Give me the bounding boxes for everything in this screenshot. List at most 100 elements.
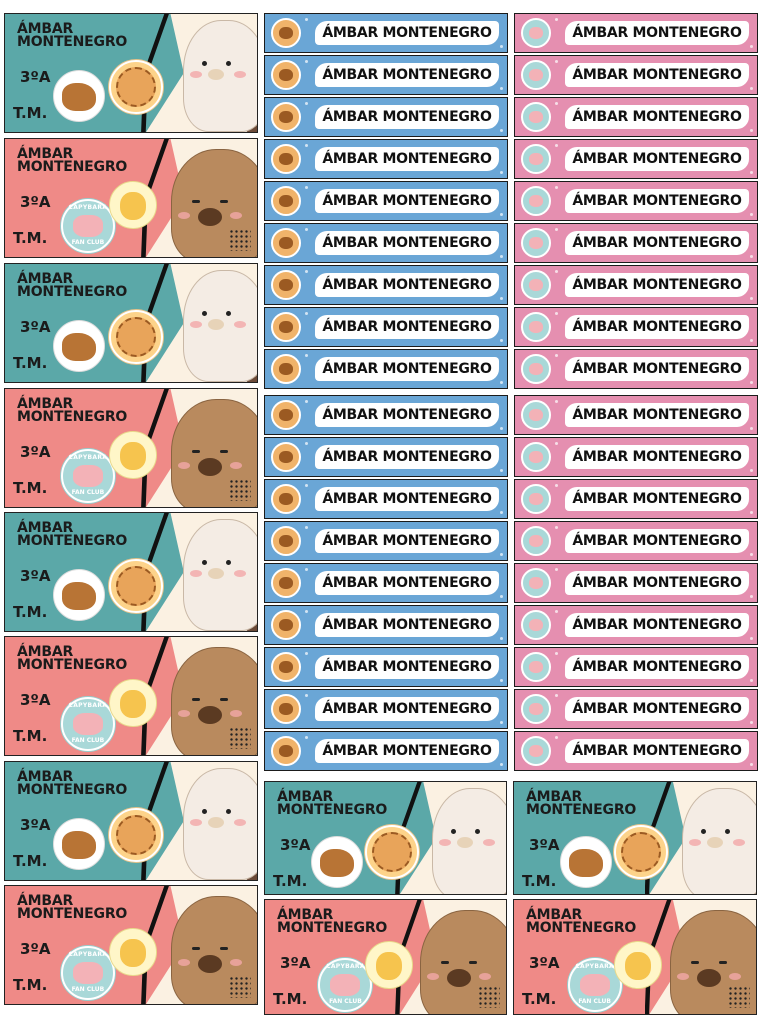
fan-club-badge-icon: CAPYBARA FAN CLUB	[60, 199, 115, 253]
student-name: ÁMBAR MONTENEGRO	[565, 231, 749, 255]
student-name: ÁMBAR MONTENEGRO	[565, 315, 749, 339]
student-name: ÁMBAR MONTENEGRO	[565, 697, 749, 721]
student-name: ÁMBAR MONTENEGRO	[565, 21, 749, 45]
student-name: ÁMBAR MONTENEGRO	[315, 315, 499, 339]
name-label-strip: ÁMBAR MONTENEGRO	[264, 349, 508, 389]
student-grade: 3ºA	[529, 836, 560, 854]
name-label-large: ÁMBAR MONTENEGRO 3ºA T.M. CAPYBARA FAN C…	[264, 899, 507, 1015]
name-label-strip: ÁMBAR MONTENEGRO	[264, 731, 508, 771]
student-name: ÁMBAR MONTENEGRO	[277, 789, 388, 818]
student-name: ÁMBAR MONTENEGRO	[277, 907, 388, 936]
name-label-strip: ÁMBAR MONTENEGRO	[514, 223, 758, 263]
student-grade: 3ºA	[20, 567, 51, 585]
capybara-icon	[271, 18, 301, 48]
name-label-strip: ÁMBAR MONTENEGRO	[514, 181, 758, 221]
name-label-strip: ÁMBAR MONTENEGRO	[264, 521, 508, 561]
dot-pattern	[229, 479, 251, 501]
student-name: ÁMBAR MONTENEGRO	[565, 357, 749, 381]
capybara-icon	[271, 144, 301, 174]
capybara-icon	[521, 312, 551, 342]
fan-club-badge-icon: CAPYBARA FAN CLUB	[60, 449, 115, 503]
student-name: ÁMBAR MONTENEGRO	[17, 146, 128, 175]
student-name: ÁMBAR MONTENEGRO	[315, 105, 499, 129]
student-name: ÁMBAR MONTENEGRO	[565, 63, 749, 87]
student-initials: T.M.	[13, 104, 48, 122]
student-initials: T.M.	[13, 603, 48, 621]
student-initials: T.M.	[13, 852, 48, 870]
capybara-icon	[271, 312, 301, 342]
student-name: ÁMBAR MONTENEGRO	[315, 739, 499, 763]
student-grade: 3ºA	[20, 691, 51, 709]
capybara-icon	[271, 400, 301, 430]
student-grade: 3ºA	[280, 954, 311, 972]
bear-icon	[183, 270, 257, 382]
student-initials: T.M.	[273, 990, 308, 1008]
name-label-strip: ÁMBAR MONTENEGRO	[514, 139, 758, 179]
name-label-strip: ÁMBAR MONTENEGRO	[264, 479, 508, 519]
student-name: ÁMBAR MONTENEGRO	[315, 21, 499, 45]
name-label-strip: ÁMBAR MONTENEGRO	[514, 731, 758, 771]
dot-pattern	[229, 229, 251, 251]
student-name: ÁMBAR MONTENEGRO	[565, 105, 749, 129]
capybara-icon	[53, 70, 106, 123]
name-label-strip: ÁMBAR MONTENEGRO	[264, 395, 508, 435]
dot-pattern	[229, 727, 251, 749]
fan-club-badge-icon: CAPYBARA FAN CLUB	[318, 958, 373, 1012]
name-label-large: ÁMBAR MONTENEGRO 3ºA T.M. CAPYBARA FAN C…	[4, 885, 258, 1005]
name-label-strip: ÁMBAR MONTENEGRO	[264, 605, 508, 645]
student-name: ÁMBAR MONTENEGRO	[315, 273, 499, 297]
name-label-strip: ÁMBAR MONTENEGRO	[514, 265, 758, 305]
student-name: ÁMBAR MONTENEGRO	[315, 529, 499, 553]
capybara-icon	[271, 270, 301, 300]
student-name: ÁMBAR MONTENEGRO	[315, 571, 499, 595]
capybara-group-icon	[109, 309, 164, 364]
name-label-strip: ÁMBAR MONTENEGRO	[264, 437, 508, 477]
student-name: ÁMBAR MONTENEGRO	[565, 403, 749, 427]
student-name: ÁMBAR MONTENEGRO	[17, 644, 128, 673]
name-label-large: ÁMBAR MONTENEGRO 3ºA T.M. CAPYBARA FAN C…	[4, 636, 258, 756]
bear-icon	[682, 788, 756, 894]
student-grade: 3ºA	[20, 68, 51, 86]
name-label-strip: ÁMBAR MONTENEGRO	[514, 97, 758, 137]
student-initials: T.M.	[13, 727, 48, 745]
student-name: ÁMBAR MONTENEGRO	[17, 893, 128, 922]
capybara-icon	[271, 568, 301, 598]
capybara-icon	[171, 149, 257, 257]
name-label-large: ÁMBAR MONTENEGRO 3ºA T.M.	[4, 263, 258, 383]
capybara-icon	[271, 354, 301, 384]
name-label-large: ÁMBAR MONTENEGRO 3ºA T.M. CAPYBARA FAN C…	[4, 138, 258, 258]
bear-icon	[432, 788, 506, 894]
student-initials: T.M.	[13, 479, 48, 497]
student-name: ÁMBAR MONTENEGRO	[17, 396, 128, 425]
capybara-icon	[521, 568, 551, 598]
student-name: ÁMBAR MONTENEGRO	[565, 445, 749, 469]
student-name: ÁMBAR MONTENEGRO	[315, 697, 499, 721]
student-name: ÁMBAR MONTENEGRO	[565, 147, 749, 171]
capybara-icon	[521, 60, 551, 90]
student-name: ÁMBAR MONTENEGRO	[315, 403, 499, 427]
capybara-icon	[560, 835, 613, 888]
student-grade: 3ºA	[20, 816, 51, 834]
capybara-group-icon	[109, 59, 164, 114]
capybara-icon	[271, 60, 301, 90]
capybara-icon	[521, 694, 551, 724]
capybara-icon	[271, 694, 301, 724]
student-name: ÁMBAR MONTENEGRO	[315, 655, 499, 679]
student-initials: T.M.	[522, 990, 557, 1008]
name-label-large: ÁMBAR MONTENEGRO 3ºA T.M.	[4, 512, 258, 632]
capybara-icon	[271, 102, 301, 132]
name-label-large: ÁMBAR MONTENEGRO 3ºA T.M.	[264, 781, 507, 895]
student-name: ÁMBAR MONTENEGRO	[315, 231, 499, 255]
name-label-strip: ÁMBAR MONTENEGRO	[514, 13, 758, 53]
student-name: ÁMBAR MONTENEGRO	[315, 147, 499, 171]
bear-icon	[183, 768, 257, 880]
student-name: ÁMBAR MONTENEGRO	[17, 271, 128, 300]
student-grade: 3ºA	[529, 954, 560, 972]
capybara-icon	[521, 270, 551, 300]
capybara-icon	[53, 320, 106, 373]
student-name: ÁMBAR MONTENEGRO	[526, 907, 637, 936]
student-name: ÁMBAR MONTENEGRO	[315, 357, 499, 381]
name-label-strip: ÁMBAR MONTENEGRO	[514, 55, 758, 95]
student-initials: T.M.	[13, 229, 48, 247]
